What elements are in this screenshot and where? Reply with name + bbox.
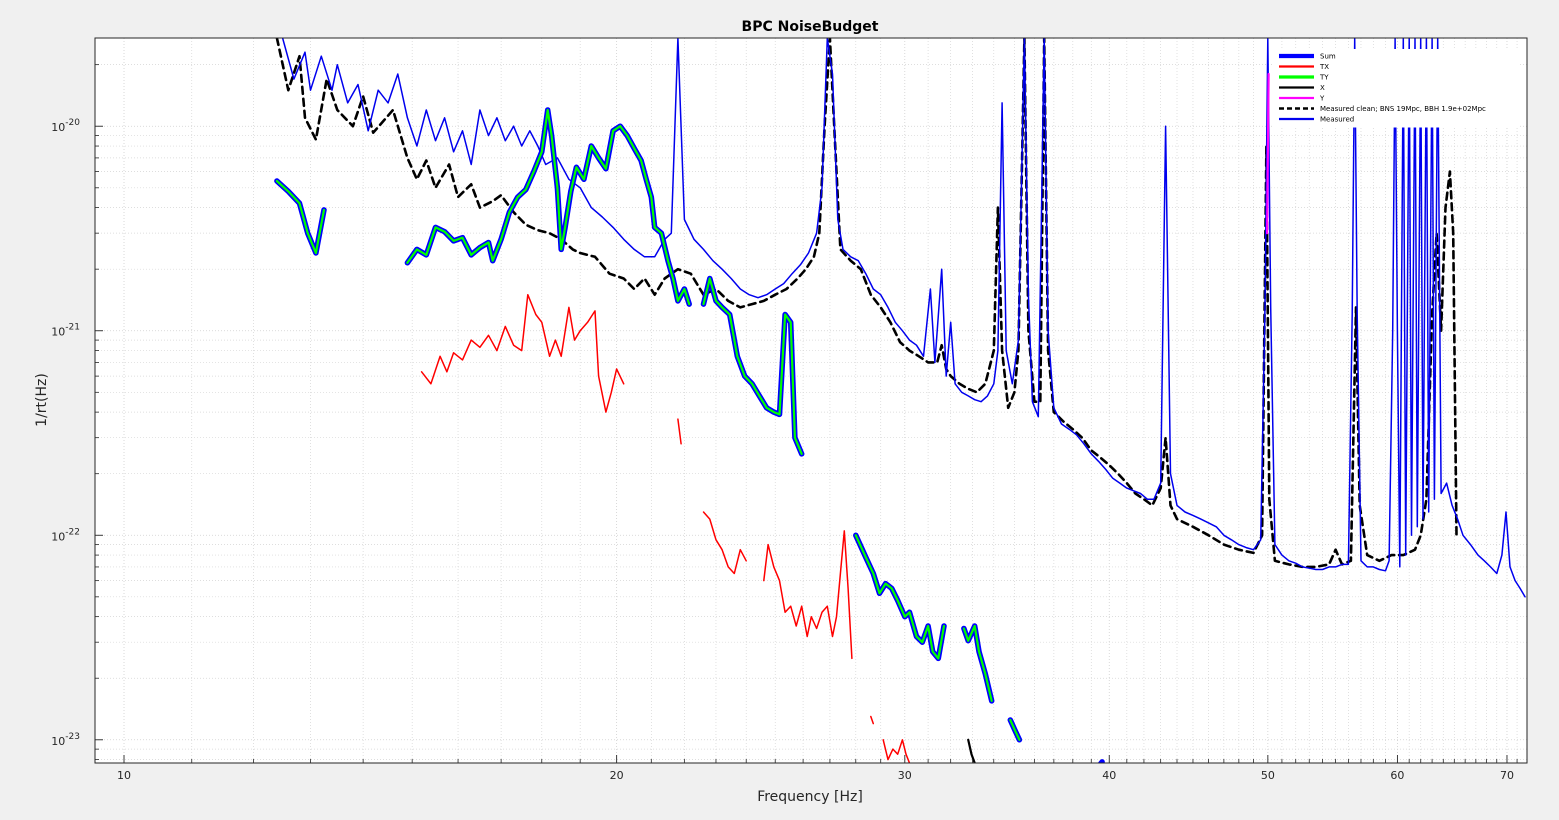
series-tx-line bbox=[870, 715, 875, 725]
plot-frame bbox=[94, 37, 1528, 764]
series-ty-line bbox=[854, 534, 946, 660]
series-measured-line bbox=[281, 38, 1526, 598]
legend-label: Measured clean; BNS 19Mpc, BBH 1.9e+02Mp… bbox=[1320, 105, 1486, 113]
y-tick-label: 10-21 bbox=[51, 323, 80, 339]
series-layer bbox=[274, 38, 1526, 763]
legend-label: TY bbox=[1319, 74, 1329, 82]
series-tx-line bbox=[420, 293, 625, 413]
x-tick-label: 60 bbox=[1390, 769, 1404, 782]
series-tx-line bbox=[702, 511, 747, 575]
x-tick-labels: 10 20 30 40 50 60 70 bbox=[117, 769, 1514, 782]
x-tick-label: 70 bbox=[1500, 769, 1514, 782]
y-tick-labels: 10-20 10-21 10-22 10-23 bbox=[51, 118, 80, 748]
plot-area bbox=[95, 38, 1527, 763]
legend-label: Sum bbox=[1320, 53, 1336, 61]
chart-title: BPC NoiseBudget bbox=[742, 19, 879, 35]
y-tick-label: 10-23 bbox=[51, 732, 80, 748]
minor-grid bbox=[95, 38, 1528, 763]
x-tick-label: 50 bbox=[1261, 769, 1275, 782]
series-y-line bbox=[1266, 72, 1270, 235]
x-tick-label: 10 bbox=[117, 769, 131, 782]
axis-ticks bbox=[95, 64, 1528, 763]
series-ty-line bbox=[702, 277, 803, 455]
series-ty-line bbox=[1009, 718, 1021, 741]
x-tick-label: 20 bbox=[610, 769, 624, 782]
x-axis-label: Frequency [Hz] bbox=[757, 789, 863, 805]
series-ty-line bbox=[962, 624, 993, 702]
series-measured-clean-line bbox=[275, 38, 1458, 569]
y-tick-label: 10-20 bbox=[51, 118, 80, 134]
legend-label: TX bbox=[1319, 63, 1329, 71]
series-sum-line bbox=[1097, 759, 1105, 763]
legend: Sum TX TY XY Measured clean; BNS 19Mpc, BBH … bbox=[1274, 49, 1518, 128]
series-tx-line bbox=[677, 418, 682, 445]
legend-label: Measured bbox=[1320, 116, 1354, 124]
x-tick-label: 30 bbox=[898, 769, 912, 782]
x-tick-label: 40 bbox=[1102, 769, 1116, 782]
series-tx-line bbox=[763, 530, 853, 660]
series-x-line bbox=[967, 738, 976, 763]
y-axis-label: 1/rt(Hz) bbox=[34, 373, 50, 427]
legend-label: X bbox=[1320, 84, 1325, 92]
legend-box bbox=[1274, 49, 1518, 128]
series-ty-line bbox=[406, 108, 691, 306]
y-tick-label: 10-22 bbox=[51, 527, 80, 543]
legend-label: Y bbox=[1319, 95, 1325, 103]
series-tx-line bbox=[882, 739, 911, 763]
series-ty-line bbox=[275, 179, 326, 255]
